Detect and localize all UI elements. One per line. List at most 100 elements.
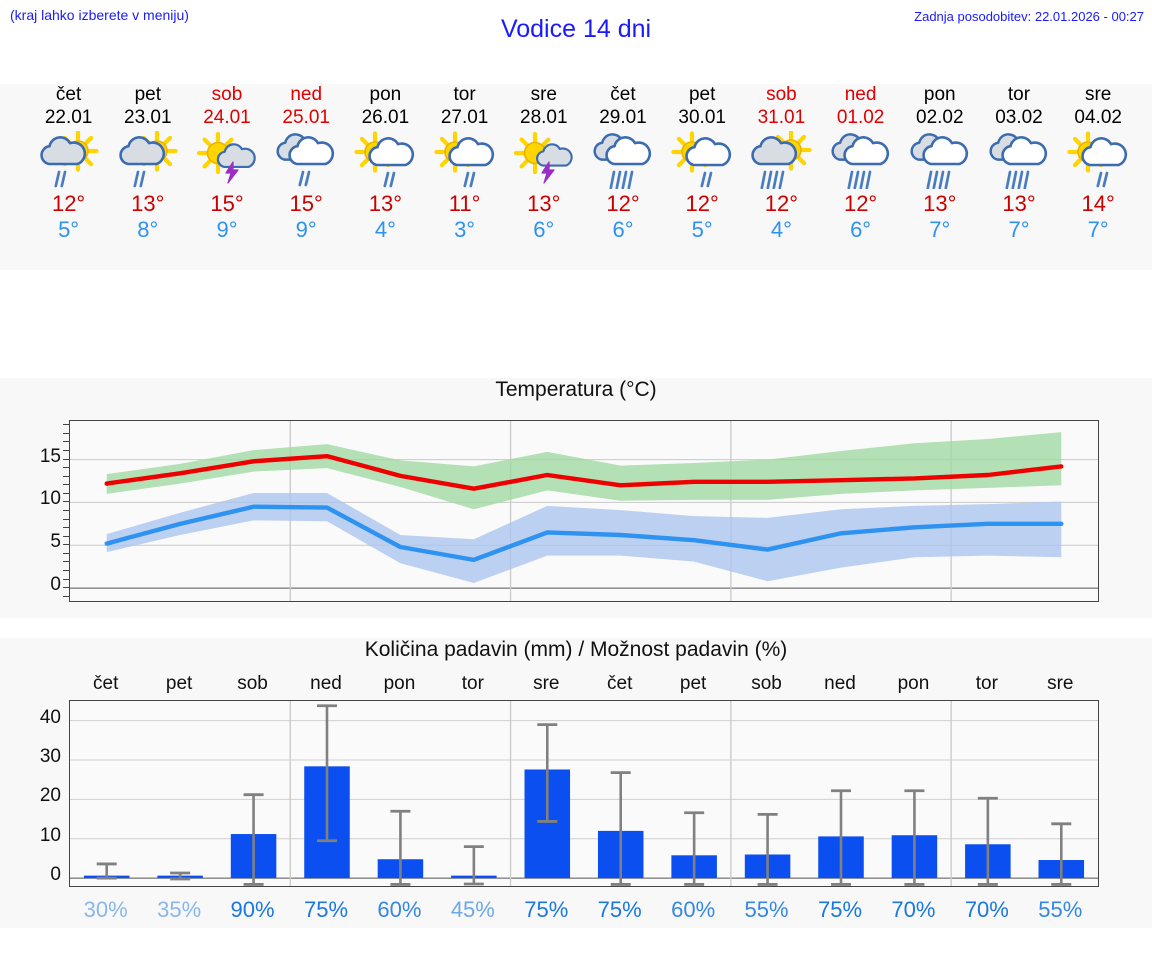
precipitation-day-label: sre	[533, 673, 560, 694]
axis-tick	[63, 432, 69, 434]
day-column[interactable]: sob 31.01 12° 4°	[742, 84, 821, 243]
axis-tick	[63, 552, 69, 554]
day-temp-max: 15°	[289, 191, 323, 216]
day-column[interactable]: čet 22.01 12° 5°	[29, 84, 108, 243]
sun-cloud-light-rain-icon	[29, 129, 108, 191]
day-temp-min: 6°	[612, 217, 634, 242]
precipitation-probability: 35%	[157, 897, 202, 922]
axis-tick	[63, 587, 69, 589]
precipitation-day-label: pet	[165, 673, 193, 694]
day-column[interactable]: ned 25.01 15° 9°	[267, 84, 346, 243]
precipitation-y-tick: 10	[39, 824, 61, 846]
day-date: 02.02	[916, 107, 964, 128]
precipitation-probability: 75%	[303, 897, 349, 922]
day-temp-min: 7°	[1087, 217, 1109, 242]
axis-tick	[63, 475, 69, 477]
temperature-chart-title: Temperatura (°C)	[495, 378, 657, 401]
day-name: sob	[211, 84, 243, 105]
day-temp-min: 4°	[770, 217, 792, 242]
day-temp-min: 7°	[929, 217, 951, 242]
page-title: Vodice 14 dni	[500, 15, 652, 43]
day-temp-max: 12°	[764, 191, 799, 216]
day-date: 01.02	[836, 107, 885, 128]
day-name: pet	[134, 84, 161, 105]
precipitation-probability: 75%	[524, 897, 569, 922]
axis-tick	[63, 441, 69, 443]
day-date: 04.02	[1074, 107, 1122, 128]
day-column[interactable]: pet 23.01 13° 8°	[108, 84, 187, 243]
day-column[interactable]: pet 30.01 12° 5°	[663, 84, 742, 243]
axis-tick	[63, 424, 69, 426]
day-column[interactable]: čet 29.01 12° 6°	[583, 84, 662, 243]
day-column[interactable]: pon 02.02 13° 7°	[900, 84, 979, 243]
precipitation-day-label: sob	[237, 673, 268, 694]
day-name: sre	[530, 84, 557, 105]
day-name: tor	[1007, 84, 1031, 105]
day-name: tor	[453, 84, 476, 105]
day-column[interactable]: ned 01.02 12° 6°	[821, 84, 900, 243]
axis-tick	[63, 467, 69, 469]
day-name: pon	[923, 84, 956, 105]
precipitation-y-tick: 30	[39, 746, 61, 768]
day-column[interactable]: tor 27.01 11° 3°	[425, 84, 504, 243]
precipitation-day-label: tor	[461, 673, 484, 694]
precipitation-day-label: sob	[751, 673, 782, 694]
precipitation-day-label: sre	[1047, 673, 1074, 694]
day-temp-max: 12°	[685, 191, 719, 216]
day-temp-max: 12°	[606, 191, 640, 216]
day-column[interactable]: sre 04.02 14° 7°	[1059, 84, 1138, 243]
day-temp-max: 13°	[131, 191, 165, 216]
sun-right-cloud-light-rain-icon	[346, 129, 425, 191]
day-column[interactable]: sre 28.01 13° 6°	[504, 84, 583, 243]
precipitation-chart-panel: Količina padavin (mm) / Možnost padavin …	[0, 638, 1152, 928]
precipitation-probability: 70%	[964, 897, 1009, 922]
day-temp-min: 8°	[137, 217, 159, 242]
cloud-light-rain-icon	[267, 129, 346, 191]
axis-tick	[63, 561, 69, 563]
day-date: 28.01	[520, 107, 568, 128]
day-date: 03.02	[995, 107, 1043, 128]
precipitation-y-tick: 0	[50, 864, 61, 886]
temperature-y-tick: 10	[39, 488, 61, 510]
day-temp-max: 11°	[448, 191, 481, 216]
day-temp-min: 6°	[850, 217, 872, 242]
day-column[interactable]: sob 24.01 15° 9°	[187, 84, 266, 243]
day-temp-max: 13°	[923, 191, 957, 216]
day-temp-min: 7°	[1008, 217, 1030, 242]
day-temp-max: 15°	[210, 191, 244, 216]
last-updated: Zadnja posodobitev: 22.01.2026 - 00:27	[914, 9, 1144, 24]
axis-tick	[63, 535, 69, 537]
precipitation-day-label: pon	[383, 673, 416, 694]
menu-hint: (kraj lahko izberete v meniju)	[10, 7, 189, 23]
day-temp-max: 13°	[527, 191, 561, 216]
precipitation-day-label: pet	[679, 673, 707, 694]
day-name: ned	[290, 84, 323, 105]
precipitation-probability: 75%	[817, 897, 863, 922]
axis-tick	[63, 458, 69, 460]
axis-tick	[63, 595, 69, 597]
day-date: 23.01	[124, 107, 172, 128]
axis-tick	[63, 510, 69, 511]
precipitation-probability: 30%	[83, 897, 128, 922]
day-column[interactable]: tor 03.02 13° 7°	[979, 84, 1058, 243]
axis-tick	[63, 578, 69, 580]
sun-cloud-light-rain-icon	[108, 129, 187, 191]
precipitation-day-label: čet	[607, 673, 633, 694]
sun-cloud-thunder-icon	[187, 129, 266, 191]
precipitation-y-tick: 20	[39, 785, 61, 807]
day-temp-min: 5°	[58, 217, 80, 242]
precipitation-probability: 60%	[671, 897, 716, 922]
day-name: čet	[610, 84, 636, 105]
page-header: (kraj lahko izberete v meniju) Vodice 14…	[0, 0, 1152, 56]
axis-tick	[63, 492, 69, 494]
day-column[interactable]: pon 26.01 13° 4°	[346, 84, 425, 243]
precipitation-day-label: ned	[824, 673, 856, 694]
cloud-rain-icon	[979, 129, 1058, 191]
day-date: 24.01	[203, 107, 251, 128]
precipitation-plot-area	[69, 700, 1099, 887]
precipitation-probability: 70%	[891, 897, 936, 922]
precipitation-chart-title: Količina padavin (mm) / Možnost padavin …	[364, 638, 788, 661]
precipitation-day-label: tor	[975, 673, 998, 694]
day-temp-min: 4°	[374, 217, 396, 242]
